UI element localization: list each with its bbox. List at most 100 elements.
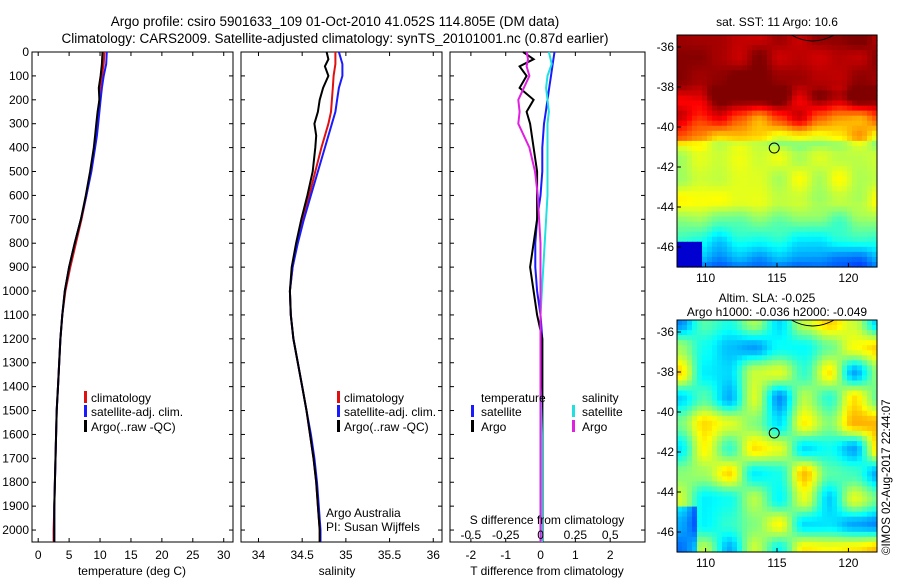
map-cell (692, 496, 698, 503)
map-cell (772, 390, 778, 397)
map-cell (687, 191, 693, 197)
map-cell (742, 115, 748, 122)
map-cell (737, 110, 743, 117)
map-cell (827, 370, 833, 377)
map-cell (857, 145, 863, 152)
map-cell (852, 526, 858, 533)
map-cell (837, 350, 843, 356)
map-cell (807, 211, 813, 218)
map-cell (727, 145, 733, 152)
map-cell (742, 451, 748, 457)
x-tick-label: 20 (155, 548, 169, 562)
map-cell (867, 156, 873, 162)
map-cell (737, 365, 743, 372)
map-cell (747, 471, 753, 477)
map-cell (792, 410, 798, 417)
map-cell (762, 546, 768, 553)
map-cell (712, 501, 718, 508)
map-cell (872, 256, 878, 263)
map-cell (852, 110, 858, 117)
map-cell (832, 330, 838, 336)
map-cell (822, 191, 828, 197)
map-cell (847, 441, 853, 447)
map-cell (857, 546, 863, 553)
map-cell (852, 95, 858, 102)
map-cell (787, 320, 793, 326)
map-cell (797, 161, 803, 167)
map-cell (677, 496, 683, 503)
map-cell (777, 125, 783, 132)
map-cell (867, 50, 873, 56)
map-cell (862, 221, 868, 228)
map-cell (872, 191, 878, 197)
map-cell (777, 436, 783, 442)
map-cell (732, 80, 738, 87)
map-cell (702, 446, 708, 452)
map-cell (767, 196, 773, 203)
y-tick-label: 1200 (2, 332, 29, 346)
map-cell (812, 35, 818, 41)
map-cell (787, 75, 793, 81)
map-cell (722, 231, 728, 238)
map-cell (772, 231, 778, 238)
map-cell (797, 370, 803, 377)
map-cell (697, 400, 703, 407)
map-cell (842, 35, 848, 41)
map-cell (707, 471, 713, 477)
map-cell (832, 115, 838, 122)
map-cell (707, 395, 713, 402)
map-cell (677, 415, 683, 422)
map-cell (847, 471, 853, 477)
map-cell (687, 390, 693, 397)
map-cell (737, 456, 743, 462)
difference-xlabel: T difference from climatology (470, 564, 624, 578)
map-cell (837, 360, 843, 366)
map-cell (857, 186, 863, 192)
map-cell (802, 370, 808, 377)
map-cell (872, 251, 878, 258)
map-cell (752, 436, 758, 442)
map-cell (862, 476, 868, 482)
map-cell (677, 471, 683, 477)
map-cell (792, 261, 798, 268)
map-cell (757, 345, 763, 351)
x-tick-label: 0 (35, 548, 42, 562)
map-cell (847, 395, 853, 402)
map-cell (827, 110, 833, 117)
map-cell (792, 415, 798, 422)
map-cell (792, 171, 798, 177)
map-cell (837, 441, 843, 447)
map-cell (802, 130, 808, 137)
map-cell (707, 380, 713, 387)
map-cell (852, 226, 858, 233)
map-cell (857, 130, 863, 137)
map-cell (752, 45, 758, 51)
map-cell (732, 436, 738, 442)
map-cell (797, 355, 803, 361)
map-cell (697, 355, 703, 361)
map-cell (857, 325, 863, 331)
map-cell (852, 241, 858, 248)
map-cell (817, 100, 823, 107)
map-cell (687, 140, 693, 147)
map-cell (812, 151, 818, 157)
map-cell (752, 400, 758, 407)
map-cell (782, 531, 788, 538)
temperature-axes-frame (31, 51, 234, 543)
map-cell (822, 506, 828, 513)
map-cell (802, 261, 808, 268)
map-cell (812, 166, 818, 172)
map-cell (847, 355, 853, 361)
map-cell (807, 70, 813, 76)
s-tick-label: -0.25 (492, 528, 520, 542)
map-cell (727, 410, 733, 417)
map-cell (832, 125, 838, 132)
map-cell (692, 60, 698, 66)
map-cell (807, 506, 813, 513)
map-cell (847, 196, 853, 203)
map-cell (762, 171, 768, 177)
map-cell (862, 320, 868, 326)
map-cell (717, 395, 723, 402)
map-cell (872, 40, 878, 46)
map-cell (727, 181, 733, 187)
